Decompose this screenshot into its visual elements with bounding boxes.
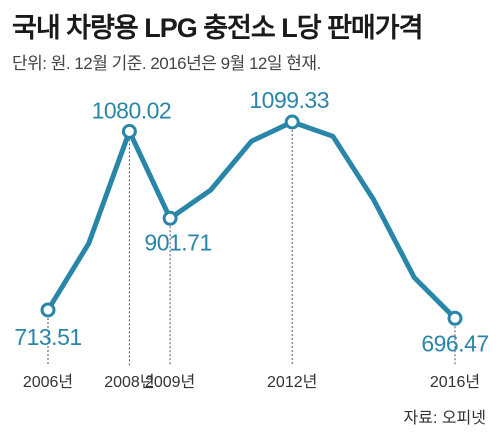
data-point-marker-3 bbox=[284, 114, 300, 130]
data-label-0: 713.51 bbox=[14, 324, 81, 350]
data-point-marker-2 bbox=[162, 210, 178, 226]
x-tick-label-4: 2016년 bbox=[430, 373, 480, 391]
x-tick-label-1: 2008년 bbox=[104, 373, 154, 391]
x-tick-label-2: 2009년 bbox=[145, 373, 195, 391]
source-note: 자료: 오피넷 bbox=[403, 410, 487, 427]
series-line bbox=[45, 119, 458, 321]
chart-title: 국내 차량용 LPG 충전소 L당 판매가격 bbox=[12, 13, 423, 43]
x-tick-label-3: 2012년 bbox=[267, 373, 317, 391]
chart-subtitle: 단위: 원. 12월 기준. 2016년은 9월 12일 현재. bbox=[12, 54, 321, 73]
data-label-1: 1080.02 bbox=[92, 97, 172, 123]
data-point-marker-0 bbox=[40, 302, 56, 318]
data-point-marker-1 bbox=[121, 123, 137, 139]
x-tick-label-0: 2006년 bbox=[23, 373, 73, 391]
data-point-marker-4 bbox=[447, 310, 463, 326]
data-label-3: 1099.33 bbox=[249, 87, 329, 113]
data-label-2: 901.71 bbox=[144, 229, 211, 255]
data-label-4: 696.47 bbox=[421, 330, 488, 356]
